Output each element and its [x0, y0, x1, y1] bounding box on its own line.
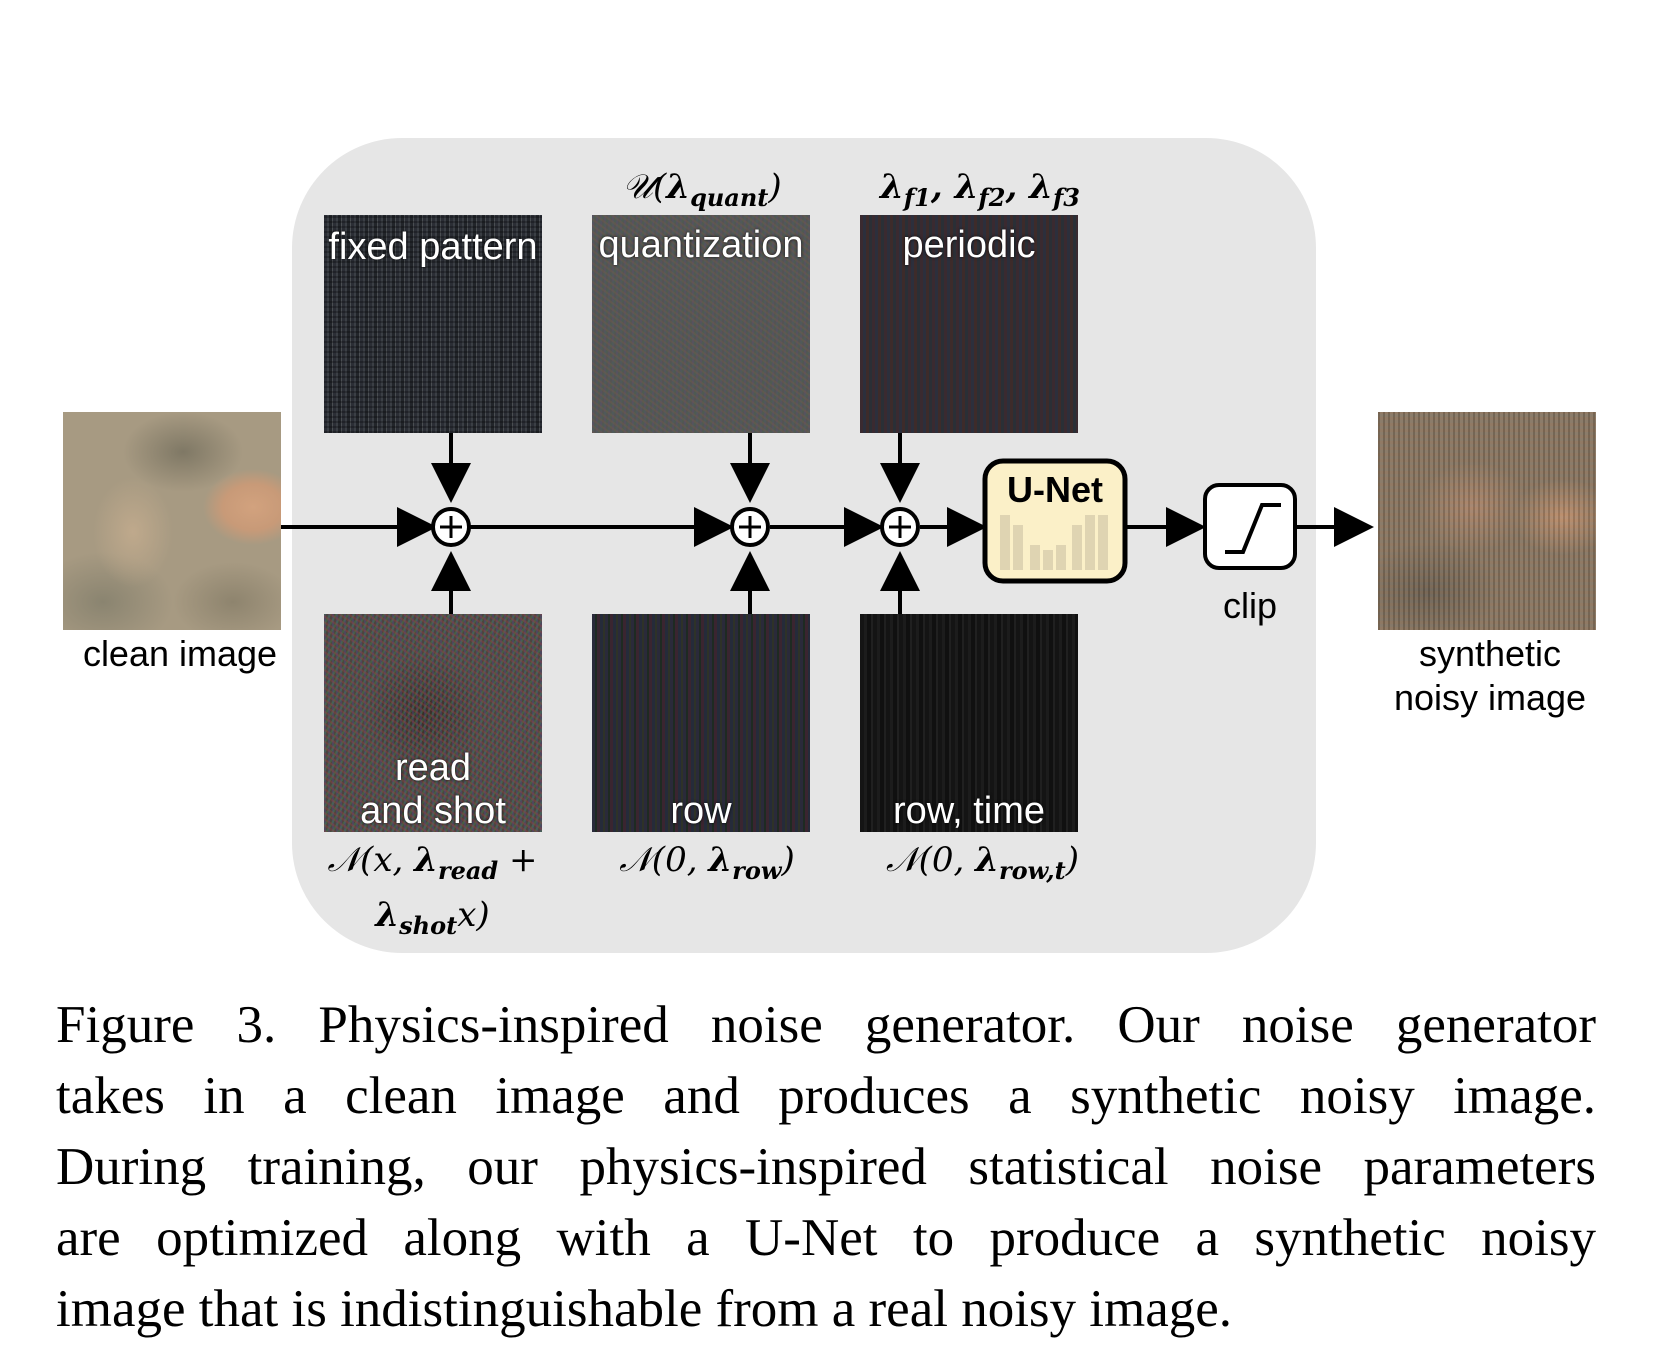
synthetic-label-line2: noisy image	[1393, 677, 1587, 718]
row-time-label: row, time	[892, 790, 1046, 832]
quantization-param: 𝒰(λquant)	[622, 167, 782, 212]
synthetic-label-line1: synthetic	[1418, 633, 1562, 674]
read-shot-param: 𝒩(x, λread + λshotx)	[327, 840, 538, 940]
unet-label: U-Net	[1007, 469, 1103, 510]
row-time-noise-tile: row, time	[860, 614, 1078, 832]
caption-line-5: image that is indistinguishable from a r…	[56, 1280, 1233, 1338]
caption-line-3: During training, our physics-inspired st…	[56, 1138, 1596, 1196]
read-shot-noise-tile: read and shot	[324, 614, 542, 832]
fixed-pattern-label: fixed pattern	[328, 226, 538, 268]
periodic-params: λf1, λf2, λf3	[880, 167, 1080, 212]
sum-node-2	[730, 507, 770, 547]
caption-line-4: are optimized along with a U-Net to prod…	[56, 1209, 1596, 1267]
periodic-noise-tile: periodic	[860, 215, 1078, 433]
row-param: 𝒩(0, λrow)	[619, 840, 795, 885]
caption-line-2: takes in a clean image and produces a sy…	[56, 1067, 1596, 1125]
noise-generator-diagram: clean image synthetic noisy image fixed …	[63, 138, 1640, 953]
figure-caption: Figure 3. Physics-inspired noise generat…	[56, 990, 1596, 1345]
clean-image-thumbnail	[63, 412, 281, 630]
quantization-label: quantization	[598, 224, 804, 266]
clean-image-label: clean image	[82, 633, 278, 674]
sum-node-3	[880, 507, 920, 547]
quantization-noise-tile: quantization	[592, 215, 810, 433]
read-shot-label-line1: read	[394, 747, 472, 789]
synthetic-noisy-image-label: synthetic noisy image	[1340, 632, 1640, 720]
unet-block	[982, 458, 1128, 584]
row-label: row	[670, 790, 732, 832]
clip-block	[1203, 483, 1297, 570]
sum-node-1	[431, 507, 471, 547]
row-time-param: 𝒩(0, λrow,t)	[886, 840, 1079, 885]
clip-label: clip	[1222, 585, 1278, 626]
clip-function-icon	[1225, 503, 1281, 554]
row-noise-tile: row	[592, 614, 810, 832]
unet-icon	[1000, 515, 1108, 570]
periodic-label: periodic	[902, 224, 1036, 266]
fixed-pattern-noise-tile: fixed pattern	[324, 215, 542, 433]
read-shot-label-line2: and shot	[360, 790, 506, 832]
synthetic-noisy-image-thumbnail	[1378, 412, 1596, 630]
diagram-connections	[281, 433, 1374, 614]
caption-line-1: Figure 3. Physics-inspired noise generat…	[56, 996, 1596, 1054]
